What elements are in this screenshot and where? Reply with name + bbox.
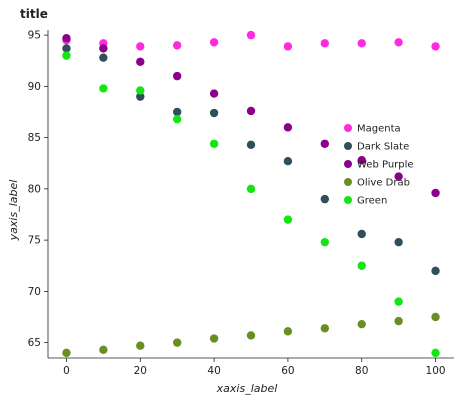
series-points	[62, 30, 440, 358]
point-magenta	[431, 42, 440, 51]
point-magenta	[320, 39, 330, 48]
chart-title: title	[20, 7, 48, 21]
point-web-purple	[136, 57, 145, 66]
point-olive-drab	[99, 345, 108, 354]
point-olive-drab	[394, 316, 403, 326]
legend: Magenta Dark Slate Web Purple Olive Drab Gre…	[344, 124, 414, 207]
point-olive-drab	[283, 327, 293, 336]
point-olive-drab	[357, 319, 366, 329]
legend-label-magenta: Magenta	[357, 124, 401, 135]
point-dark-slate	[99, 53, 108, 62]
legend-marker-web-purple	[344, 160, 352, 168]
y-tick-label: 70	[28, 286, 41, 298]
x-tick-label: 0	[63, 365, 70, 377]
legend-marker-magenta	[344, 124, 352, 132]
legend-label-dark-slate: Dark Slate	[357, 142, 409, 153]
point-web-purple	[394, 172, 403, 181]
y-tick-label: 65	[28, 337, 41, 349]
point-magenta	[209, 38, 219, 47]
y-tick-label: 85	[28, 132, 41, 144]
point-web-purple	[283, 123, 293, 132]
point-olive-drab	[172, 338, 182, 347]
point-magenta	[283, 42, 293, 51]
point-dark-slate	[394, 237, 403, 247]
point-web-purple	[357, 155, 366, 165]
point-green	[136, 86, 145, 95]
y-tick-label: 80	[28, 183, 41, 195]
plot-background	[48, 30, 454, 358]
point-web-purple	[431, 188, 440, 198]
y-tick-label: 95	[28, 30, 41, 42]
point-magenta	[172, 41, 182, 50]
point-web-purple	[320, 139, 330, 148]
point-green	[283, 215, 293, 224]
point-dark-slate	[246, 140, 256, 149]
legend-label-olive-drab: Olive Drab	[357, 178, 410, 189]
point-web-purple	[246, 106, 256, 116]
plot-area	[48, 30, 454, 358]
point-dark-slate	[136, 92, 145, 101]
legend-label-green: Green	[357, 196, 387, 207]
point-green	[357, 261, 366, 270]
legend-marker-olive-drab	[344, 178, 352, 186]
point-magenta	[357, 39, 366, 48]
point-green	[209, 139, 219, 148]
point-dark-slate	[320, 194, 330, 204]
x-axis: 0 20 40 60 80 100	[48, 357, 454, 377]
y-tick-label: 75	[28, 235, 41, 247]
y-tick-label: 90	[28, 81, 41, 93]
point-dark-slate	[62, 44, 71, 53]
point-dark-slate	[357, 229, 366, 239]
x-tick-label: 80	[355, 365, 368, 377]
point-green	[99, 84, 108, 93]
legend-marker-dark-slate	[344, 142, 352, 150]
x-tick-label: 100	[426, 365, 446, 377]
x-tick-label: 60	[281, 365, 294, 377]
point-web-purple	[62, 34, 71, 43]
point-magenta	[394, 38, 403, 47]
point-web-purple	[209, 89, 219, 98]
point-olive-drab	[431, 312, 440, 322]
point-green	[320, 237, 330, 247]
point-dark-slate	[283, 157, 293, 166]
point-olive-drab	[320, 324, 330, 333]
x-tick-label: 20	[134, 365, 147, 377]
x-axis-title: xaxis_label	[216, 382, 278, 395]
point-olive-drab	[136, 341, 145, 350]
point-olive-drab	[209, 334, 219, 343]
point-green	[394, 297, 403, 306]
point-magenta	[136, 42, 145, 51]
point-dark-slate	[431, 266, 440, 276]
point-green	[62, 51, 71, 60]
legend-label-web-purple: Web Purple	[357, 160, 414, 171]
y-axis: 65 70 75 80 85 90 95	[28, 30, 49, 358]
y-axis-title: yaxis_label	[7, 180, 20, 242]
point-olive-drab	[62, 348, 71, 358]
point-web-purple	[172, 71, 182, 81]
point-dark-slate	[172, 107, 182, 117]
x-tick-label: 40	[207, 365, 220, 377]
point-green	[431, 348, 440, 358]
point-web-purple	[99, 44, 108, 53]
point-magenta	[246, 30, 256, 40]
point-dark-slate	[209, 108, 219, 118]
point-olive-drab	[246, 331, 256, 340]
point-green	[172, 114, 182, 124]
point-green	[246, 184, 256, 194]
legend-marker-green	[344, 196, 352, 204]
